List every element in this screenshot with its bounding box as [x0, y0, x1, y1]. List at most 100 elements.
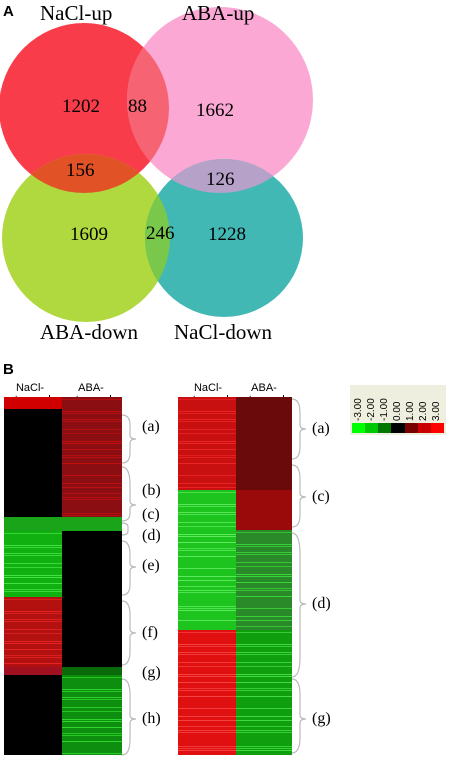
heatmap-texture-line — [236, 690, 292, 691]
heatmap-texture-line — [62, 413, 122, 414]
heatmap-texture-line — [178, 748, 236, 749]
right-cluster-label-g: (g) — [312, 710, 331, 727]
heatmap-texture-line — [178, 526, 236, 527]
heatmap-texture-line — [236, 708, 292, 709]
heatmap-texture-line — [4, 655, 62, 656]
heatmap-texture-line — [178, 610, 236, 611]
heatmap-texture-line — [236, 746, 292, 747]
heatmap-texture-line — [178, 512, 236, 513]
heatmap-texture-line — [178, 522, 236, 523]
heatmap-texture-line — [178, 504, 236, 505]
legend-tick-label: -1.00 — [379, 398, 390, 421]
label-aba-up: ABA-up — [182, 1, 255, 25]
heatmap-texture-line — [178, 632, 236, 633]
heatmap-texture-line — [236, 596, 292, 597]
heatmap-texture-line — [62, 419, 122, 420]
heatmap-texture-line — [62, 487, 122, 488]
heatmap-texture-line — [178, 586, 236, 587]
heatmap-texture-line — [178, 708, 236, 709]
heatmap-texture-line — [236, 566, 292, 567]
count-nacl-up-only: 1202 — [62, 96, 100, 117]
heatmap-texture-line — [178, 726, 236, 727]
heatmap-texture-line — [236, 682, 292, 683]
heatmap-texture-line — [62, 711, 122, 712]
heatmap-texture-line — [62, 433, 122, 434]
left-cluster-label-h: (h) — [142, 710, 161, 727]
heatmap-texture-line — [62, 707, 122, 708]
heatmap-texture-line — [62, 691, 122, 692]
heatmap-texture-line — [236, 750, 292, 751]
left-cluster-label-f: (f) — [142, 624, 158, 641]
venn-circle-nacl-up — [0, 23, 169, 193]
heatmap-texture-line — [62, 689, 122, 690]
count-nacl-up-aba-down: 156 — [66, 160, 95, 181]
heatmap-texture-line — [178, 421, 236, 422]
heatmap-texture-line — [178, 475, 236, 476]
legend-tick-labels: -3.00 -2.00 -1.00 0.00 1.00 2.00 3.00 — [352, 387, 444, 423]
count-nacl-down-only: 1228 — [208, 224, 246, 245]
heatmap-texture-line — [62, 677, 122, 678]
heatmap-texture-line — [178, 620, 236, 621]
legend-tick-label: 3.00 — [431, 401, 442, 421]
heatmap-texture-line — [4, 621, 62, 622]
heatmap-texture-line — [62, 493, 122, 494]
heatmap-texture-line — [178, 457, 236, 458]
heatmap-texture-line — [4, 663, 62, 664]
legend-tick-label: -3.00 — [353, 398, 364, 421]
heatmap-texture-line — [236, 590, 292, 591]
heatmap-texture-line — [178, 542, 236, 543]
heatmap-texture-line — [178, 662, 236, 663]
heatmap-texture-line — [236, 632, 292, 633]
count-aba-down-only: 1609 — [70, 224, 108, 245]
legend-tick-label: 1.00 — [405, 401, 416, 421]
heatmap-texture-line — [178, 652, 236, 653]
heatmap-texture-line — [178, 644, 236, 645]
heatmap-texture-line — [236, 552, 292, 553]
heatmap-texture-line — [178, 506, 236, 507]
legend-swatch — [391, 423, 405, 433]
legend-swatch — [430, 423, 444, 433]
heatmap-texture-line — [178, 556, 236, 557]
heatmap-texture-line — [178, 455, 236, 456]
heatmap-texture-line — [178, 411, 236, 412]
heatmap-texture-line — [178, 514, 236, 515]
heatmap-texture-line — [178, 646, 236, 647]
heatmap-texture-line — [178, 750, 236, 751]
venn-circle-nacl-down — [145, 159, 303, 317]
right-brackets — [291, 398, 307, 754]
heatmap-texture-line — [4, 619, 62, 620]
heatmap-texture-line — [236, 662, 292, 663]
heatmap-texture-line — [178, 666, 236, 667]
heatmap-texture-line — [178, 568, 236, 569]
heatmap-texture-line — [4, 555, 62, 556]
heatmap-texture-line — [4, 657, 62, 658]
legend-swatch — [352, 423, 366, 433]
heatmap-texture-line — [4, 547, 62, 548]
heatmap-texture-line — [4, 599, 62, 600]
heatmap-texture-line — [62, 441, 122, 442]
heatmap-texture-line — [4, 611, 62, 612]
heatmap-texture-line — [236, 616, 292, 617]
venn-circle-aba-up — [127, 7, 313, 193]
heatmap-texture-line — [178, 487, 236, 488]
panel-a-letter: A — [3, 3, 14, 20]
heatmap-texture-line — [178, 592, 236, 593]
heatmap-texture-line — [4, 567, 62, 568]
heatmap-texture-line — [236, 626, 292, 627]
heatmap-texture-line — [62, 483, 122, 484]
count-nacl-up-aba-up: 88 — [128, 96, 147, 117]
heatmap-texture-line — [4, 545, 62, 546]
legend-tick-label: 0.00 — [392, 401, 403, 421]
heatmap-texture-line — [62, 455, 122, 456]
heatmap-texture-line — [236, 696, 292, 697]
right-cluster-label-a: (a) — [312, 420, 330, 437]
heatmap-texture-line — [178, 746, 236, 747]
heatmap-panel — [4, 397, 307, 756]
heatmap-texture-line — [236, 532, 292, 533]
heatmap-texture-line — [178, 690, 236, 691]
legend-tick-label: 2.00 — [418, 401, 429, 421]
heatmap-texture-line — [178, 696, 236, 697]
left-brackets — [121, 414, 137, 756]
color-scale-legend: -3.00 -2.00 -1.00 0.00 1.00 2.00 3.00 — [350, 385, 446, 435]
heatmap-texture-line — [62, 449, 122, 450]
